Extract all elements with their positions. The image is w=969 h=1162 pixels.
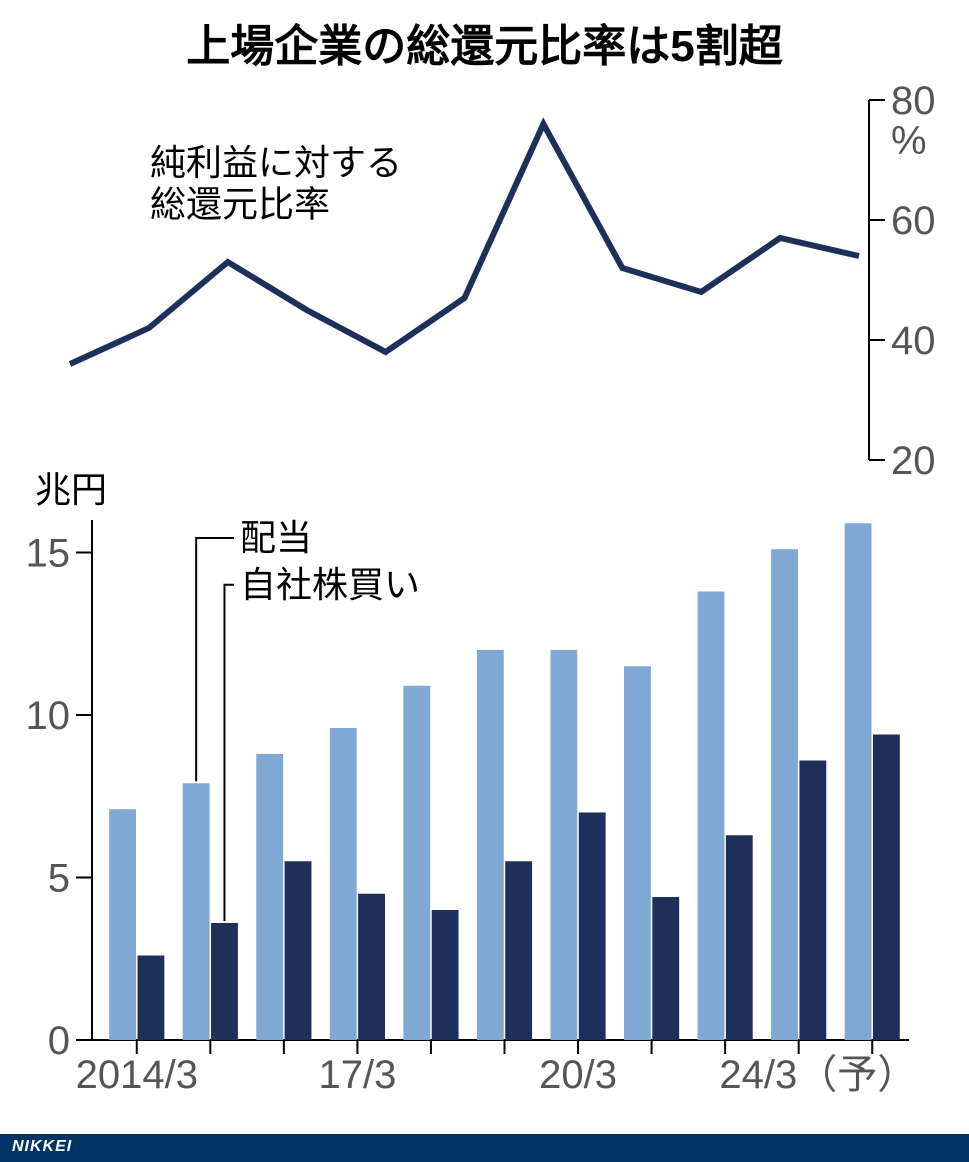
bar-dividend — [183, 783, 210, 1040]
bar-ytick: 15 — [26, 532, 71, 576]
bar-xtick-label: 2014/3 — [76, 1053, 198, 1097]
line-series-label: 純利益に対する — [150, 142, 402, 183]
bar-ytick: 5 — [48, 857, 70, 901]
bar-buyback — [358, 894, 385, 1040]
bar-buyback — [432, 910, 459, 1040]
bar-buyback — [579, 813, 606, 1041]
bar-buyback — [799, 761, 826, 1041]
bar-unit: 兆円 — [35, 469, 107, 510]
bar-dividend — [550, 650, 577, 1040]
bar-ytick: 0 — [48, 1019, 70, 1063]
chart-area: 20 40 60 80% 純利益に対する総還元比率 0 5 10 15 兆円 2014/3 17/3 2… — [20, 80, 949, 1112]
line-series-label: 総還元比率 — [150, 183, 330, 224]
bar-buyback — [652, 897, 679, 1040]
series-label-buyback: 自社株買い — [240, 564, 420, 605]
bar-buyback — [505, 861, 532, 1040]
line-ytick: 60 — [891, 199, 936, 243]
line-ytick: 40 — [891, 319, 936, 363]
bar-dividend — [624, 666, 651, 1040]
callout-line-dividend — [196, 538, 234, 781]
bar-ytick: 10 — [26, 694, 71, 738]
bar-xtick-label: 24/3（予） — [719, 1053, 917, 1097]
bar-dividend — [330, 728, 357, 1040]
bar-dividend — [698, 592, 725, 1041]
source-footer: NIKKEI — [0, 1134, 969, 1162]
chart-title: 上場企業の総還元比率は5割超 — [0, 10, 969, 74]
chart-svg: 20 40 60 80% 純利益に対する総還元比率 0 5 10 15 兆円 2014/3 17/3 2… — [20, 80, 949, 1100]
bar-dividend — [845, 523, 872, 1040]
bar-buyback — [138, 956, 165, 1041]
line-ytick: 20 — [891, 439, 936, 483]
bar-xtick-label: 20/3 — [539, 1053, 617, 1097]
callout-line-buyback — [224, 585, 234, 921]
bar-xtick-label: 17/3 — [318, 1053, 396, 1097]
bar-dividend — [477, 650, 504, 1040]
bar-buyback — [285, 861, 312, 1040]
series-label-dividend: 配当 — [240, 517, 312, 558]
bar-buyback — [873, 735, 900, 1041]
bar-dividend — [256, 754, 283, 1040]
bar-buyback — [211, 923, 238, 1040]
bar-dividend — [771, 549, 798, 1040]
bar-dividend — [403, 686, 430, 1040]
bar-dividend — [109, 809, 136, 1040]
line-unit: % — [891, 119, 927, 163]
bar-buyback — [726, 835, 753, 1040]
line-ytick: 80 — [891, 80, 936, 123]
